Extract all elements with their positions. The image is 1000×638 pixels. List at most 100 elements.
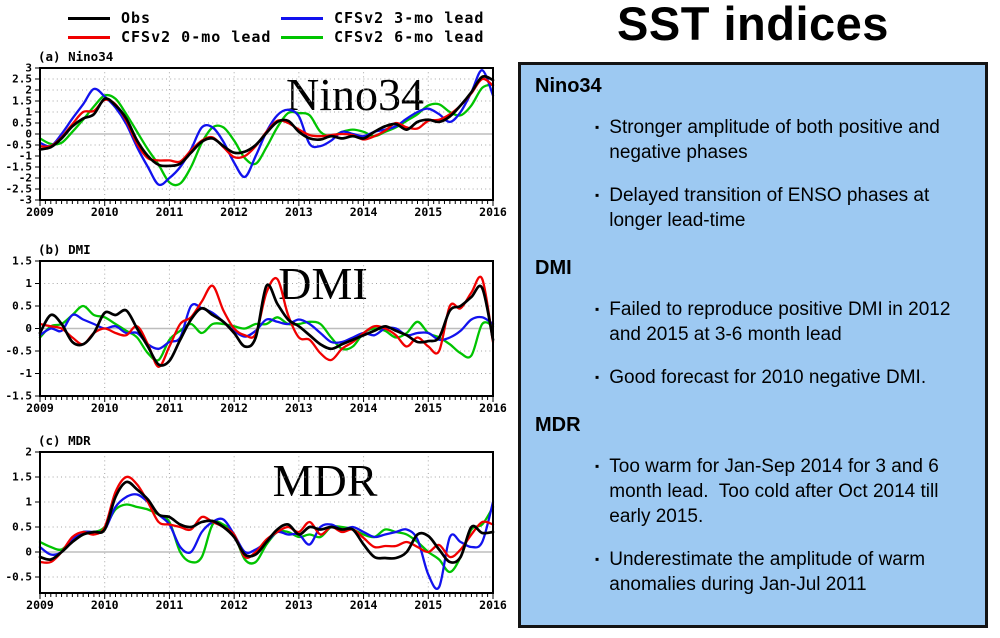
series-line-obs (38, 480, 495, 564)
chart-nino34: Nino3432.521.510.50-0.5-1-1.5-2-2.5-3200… (6, 49, 507, 219)
bullet-text: Too warm for Jan-Sep 2014 for 3 and 6 mo… (609, 456, 945, 527)
bullet-text: Good forecast for 2010 negative DMI. (609, 367, 927, 388)
bullet-list: ▪ Failed to reproduce positive DMI in 20… (533, 297, 975, 390)
legend-label: CFSv2 6-mo lead (334, 28, 485, 46)
svg-text:2014: 2014 (350, 598, 378, 612)
bullet-text: Stronger amplitude of both positive and … (609, 117, 946, 163)
svg-text:-0.5: -0.5 (6, 139, 33, 152)
section-mdr: MDR ▪ Too warm for Jan-Sep 2014 for 3 an… (533, 412, 975, 597)
legend-item-cfsv2-3mo: CFSv2 3-mo lead (281, 9, 484, 27)
svg-text:-1.5: -1.5 (6, 161, 33, 174)
series-line-cfsv2-0-mo-lead (38, 475, 495, 564)
legend-item-cfsv2-6mo: CFSv2 6-mo lead (281, 28, 484, 46)
svg-text:-1: -1 (19, 150, 33, 163)
svg-text:1: 1 (25, 277, 32, 290)
svg-text:-0.5: -0.5 (6, 345, 33, 358)
section-heading: DMI (535, 257, 572, 279)
svg-text:-3: -3 (19, 194, 32, 207)
series-line-obs (38, 74, 495, 168)
square-bullet-icon: ▪ (595, 302, 600, 316)
svg-text:-1.5: -1.5 (6, 390, 33, 403)
section-dmi: DMI ▪ Failed to reproduce positive DMI i… (533, 255, 975, 390)
big-index-label: DMI (278, 258, 367, 309)
cfsv2-6mo-line-swatch-icon (281, 35, 323, 39)
x-tick-labels: 2009 2010 2011 2012 2013 2014 2015 2016 (26, 205, 507, 219)
svg-text:-2.5: -2.5 (6, 183, 33, 196)
svg-text:2010: 2010 (91, 598, 119, 612)
legend-label: CFSv2 3-mo lead (334, 9, 485, 27)
svg-text:0.5: 0.5 (12, 117, 32, 130)
section-heading: Nino34 (535, 75, 602, 97)
page-title: SST indices (617, 0, 889, 50)
svg-text:2015: 2015 (414, 598, 442, 612)
svg-text:-0.5: -0.5 (6, 571, 33, 584)
svg-text:2010: 2010 (91, 401, 119, 415)
legend-item-cfsv2-0mo: CFSv2 0-mo lead (68, 28, 271, 46)
legend-label: CFSv2 0-mo lead (121, 28, 272, 46)
square-bullet-icon: ▪ (595, 188, 600, 202)
series-line-obs (38, 283, 495, 367)
series-line-cfsv2-0-mo-lead (38, 275, 495, 368)
section-heading: MDR (535, 414, 581, 436)
svg-text:2009: 2009 (26, 205, 54, 219)
svg-text:2015: 2015 (414, 401, 442, 415)
svg-text:2013: 2013 (285, 598, 313, 612)
svg-text:2015: 2015 (414, 205, 442, 219)
section-nino34: Nino34 ▪ Stronger amplitude of both posi… (533, 73, 975, 233)
svg-text:1.5: 1.5 (12, 471, 32, 484)
square-bullet-icon: ▪ (595, 370, 600, 384)
svg-text:0: 0 (25, 546, 32, 559)
svg-text:2012: 2012 (220, 401, 248, 415)
svg-text:2: 2 (25, 446, 32, 459)
bullet-item: ▪ Good forecast for 2010 negative DMI. (595, 365, 973, 390)
panel-label: (c) MDR (38, 433, 91, 448)
charts-panel: Obs CFSv2 0-mo lead CFSv2 3-mo lead CFSv… (6, 9, 507, 612)
bullet-item: ▪ Stronger amplitude of both positive an… (595, 115, 973, 165)
bullet-item: ▪ Failed to reproduce positive DMI in 20… (595, 297, 973, 347)
svg-text:0: 0 (25, 322, 32, 335)
x-tick-labels: 2009 2010 2011 2012 2013 2014 2015 2016 (26, 401, 507, 415)
svg-text:2013: 2013 (285, 205, 313, 219)
plot-frame (39, 67, 494, 201)
series-line-cfsv2-3-mo-lead (38, 69, 495, 187)
svg-text:1: 1 (25, 106, 32, 119)
svg-text:2011: 2011 (156, 401, 184, 415)
svg-text:0.5: 0.5 (12, 521, 32, 534)
y-tick-labels: 32.521.510.50-0.5-1-1.5-2-2.5-3 (6, 62, 33, 207)
bullet-text: Failed to reproduce positive DMI in 2012… (609, 299, 956, 345)
svg-text:2009: 2009 (26, 598, 54, 612)
legend-item-obs: Obs (68, 9, 151, 27)
svg-text:2: 2 (25, 84, 32, 97)
svg-text:1: 1 (25, 496, 32, 509)
bullet-list: ▪ Too warm for Jan-Sep 2014 for 3 and 6 … (533, 454, 975, 597)
obs-line-swatch-icon (68, 16, 110, 20)
svg-text:1.5: 1.5 (12, 255, 32, 268)
panel-label: (a) Nino34 (38, 49, 113, 64)
svg-text:2009: 2009 (26, 401, 54, 415)
series-lines (38, 69, 495, 187)
svg-text:2014: 2014 (350, 401, 378, 415)
svg-text:0.5: 0.5 (12, 300, 32, 313)
cfsv2-0mo-line-swatch-icon (68, 35, 110, 39)
svg-text:3: 3 (25, 62, 32, 75)
svg-text:1.5: 1.5 (12, 95, 32, 108)
series-line-cfsv2-3-mo-lead (38, 302, 495, 350)
legend-label: Obs (121, 9, 152, 27)
svg-text:0: 0 (25, 128, 32, 141)
chart-mdr: MDR 2 1.5 1 0.5 0 -0.5 2009 2010 2011 2012 2013 2014… (6, 433, 507, 612)
svg-text:2016: 2016 (479, 401, 507, 415)
svg-text:2012: 2012 (220, 205, 248, 219)
square-bullet-icon: ▪ (595, 459, 600, 473)
y-tick-labels: 1.5 1 0.5 0 -0.5 -1 -1.5 (6, 255, 33, 403)
svg-text:2012: 2012 (220, 598, 248, 612)
svg-text:2016: 2016 (479, 598, 507, 612)
svg-text:2.5: 2.5 (12, 73, 32, 86)
svg-text:-1: -1 (19, 367, 33, 380)
bullet-text: Underestimate the amplitude of warm anom… (609, 549, 931, 595)
sst-indices-panel: Nino34 ▪ Stronger amplitude of both posi… (518, 62, 988, 628)
bullet-item: ▪ Delayed transition of ENSO phases at l… (595, 183, 973, 233)
svg-text:2011: 2011 (156, 598, 184, 612)
square-bullet-icon: ▪ (595, 120, 600, 134)
